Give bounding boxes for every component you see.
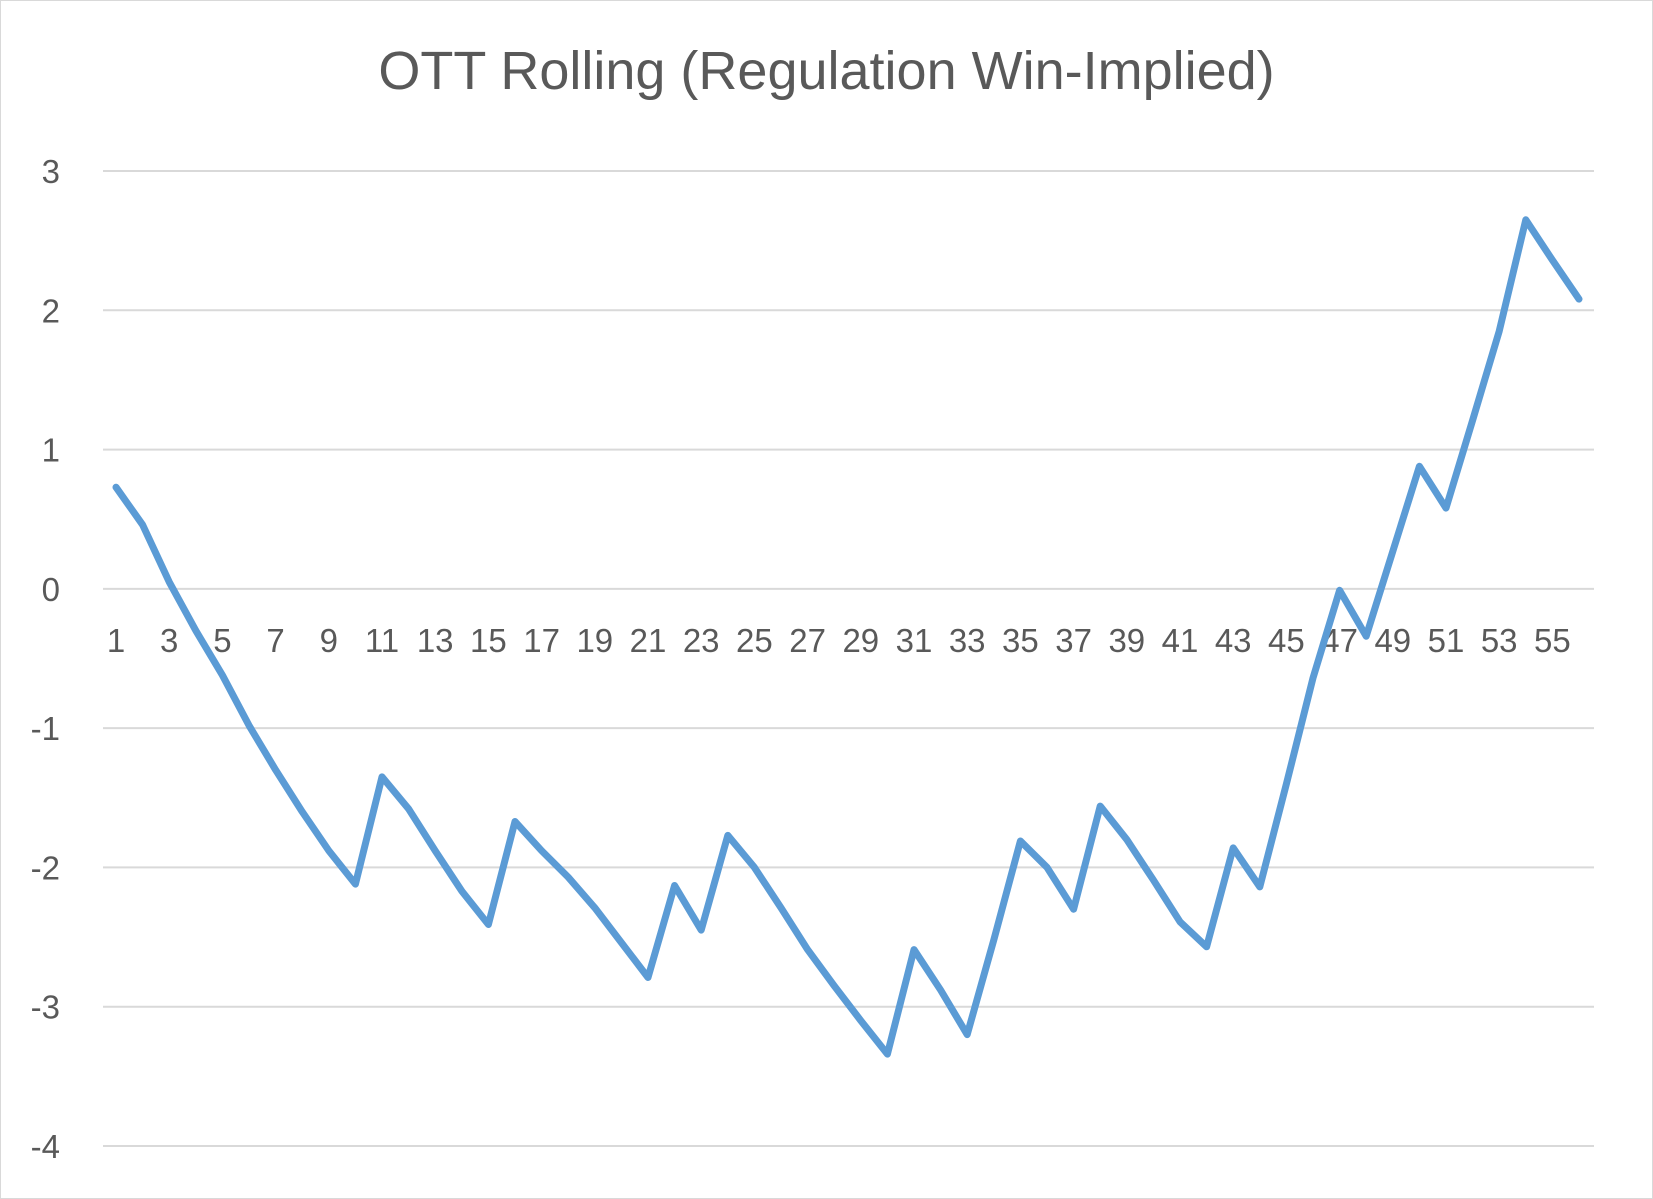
x-tick-label: 29: [842, 622, 879, 659]
x-tick-label: 23: [683, 622, 720, 659]
x-tick-label: 55: [1534, 622, 1571, 659]
x-tick-label: 33: [949, 622, 986, 659]
x-tick-label: 49: [1374, 622, 1411, 659]
y-tick-label: -2: [31, 849, 60, 886]
x-tick-label: 19: [576, 622, 613, 659]
x-tick-label: 35: [1002, 622, 1039, 659]
series-line: [112, 216, 1583, 1058]
y-tick-label: 1: [42, 432, 60, 469]
x-tick-label: 27: [789, 622, 826, 659]
x-tick-label: 7: [266, 622, 284, 659]
x-tick-label: 41: [1162, 622, 1199, 659]
x-tick-label: 3: [160, 622, 178, 659]
x-tick-label: 31: [896, 622, 933, 659]
y-tick-label: -3: [31, 989, 60, 1026]
x-tick-label: 53: [1481, 622, 1518, 659]
x-tick-label: 11: [365, 622, 399, 659]
x-tick-label: 45: [1268, 622, 1305, 659]
x-tick-label: 39: [1108, 622, 1145, 659]
x-tick-label: 1: [107, 622, 125, 659]
y-tick-label: 3: [42, 153, 60, 190]
chart-title: OTT Rolling (Regulation Win-Implied): [378, 41, 1275, 101]
x-tick-label: 43: [1215, 622, 1252, 659]
x-tick-label: 21: [630, 622, 667, 659]
y-tick-label: -1: [31, 710, 60, 747]
y-tick-label: -4: [31, 1128, 60, 1165]
x-tick-label: 13: [417, 622, 454, 659]
x-tick-label: 15: [470, 622, 507, 659]
x-tick-label: 37: [1055, 622, 1092, 659]
y-tick-label: 0: [42, 571, 60, 608]
x-tick-label: 51: [1428, 622, 1465, 659]
x-tick-label: 25: [736, 622, 773, 659]
y-tick-label: 2: [42, 292, 60, 329]
x-tick-label: 17: [523, 622, 560, 659]
x-tick-label: 9: [320, 622, 338, 659]
x-tick-label: 5: [213, 622, 231, 659]
